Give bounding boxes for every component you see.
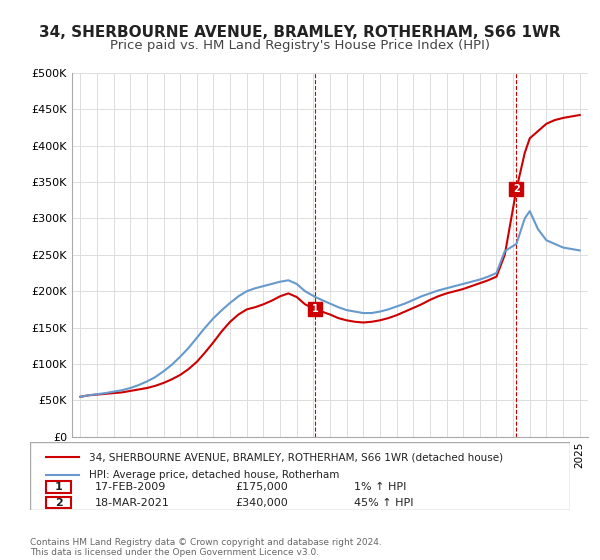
- Text: £175,000: £175,000: [235, 482, 288, 492]
- Text: 18-MAR-2021: 18-MAR-2021: [95, 497, 170, 507]
- Text: 1% ↑ HPI: 1% ↑ HPI: [354, 482, 406, 492]
- Text: HPI: Average price, detached house, Rotherham: HPI: Average price, detached house, Roth…: [89, 470, 340, 480]
- FancyBboxPatch shape: [30, 442, 570, 510]
- Text: Contains HM Land Registry data © Crown copyright and database right 2024.
This d: Contains HM Land Registry data © Crown c…: [30, 538, 382, 557]
- Text: 45% ↑ HPI: 45% ↑ HPI: [354, 497, 413, 507]
- Text: 2: 2: [55, 497, 62, 507]
- FancyBboxPatch shape: [46, 482, 71, 493]
- Text: £340,000: £340,000: [235, 497, 288, 507]
- Text: Price paid vs. HM Land Registry's House Price Index (HPI): Price paid vs. HM Land Registry's House …: [110, 39, 490, 52]
- Text: 34, SHERBOURNE AVENUE, BRAMLEY, ROTHERHAM, S66 1WR: 34, SHERBOURNE AVENUE, BRAMLEY, ROTHERHA…: [39, 25, 561, 40]
- Text: 34, SHERBOURNE AVENUE, BRAMLEY, ROTHERHAM, S66 1WR (detached house): 34, SHERBOURNE AVENUE, BRAMLEY, ROTHERHA…: [89, 452, 503, 462]
- FancyBboxPatch shape: [46, 497, 71, 508]
- Text: 1: 1: [55, 482, 62, 492]
- Text: 17-FEB-2009: 17-FEB-2009: [95, 482, 166, 492]
- Text: 1: 1: [312, 305, 319, 314]
- Text: 2: 2: [513, 184, 520, 194]
